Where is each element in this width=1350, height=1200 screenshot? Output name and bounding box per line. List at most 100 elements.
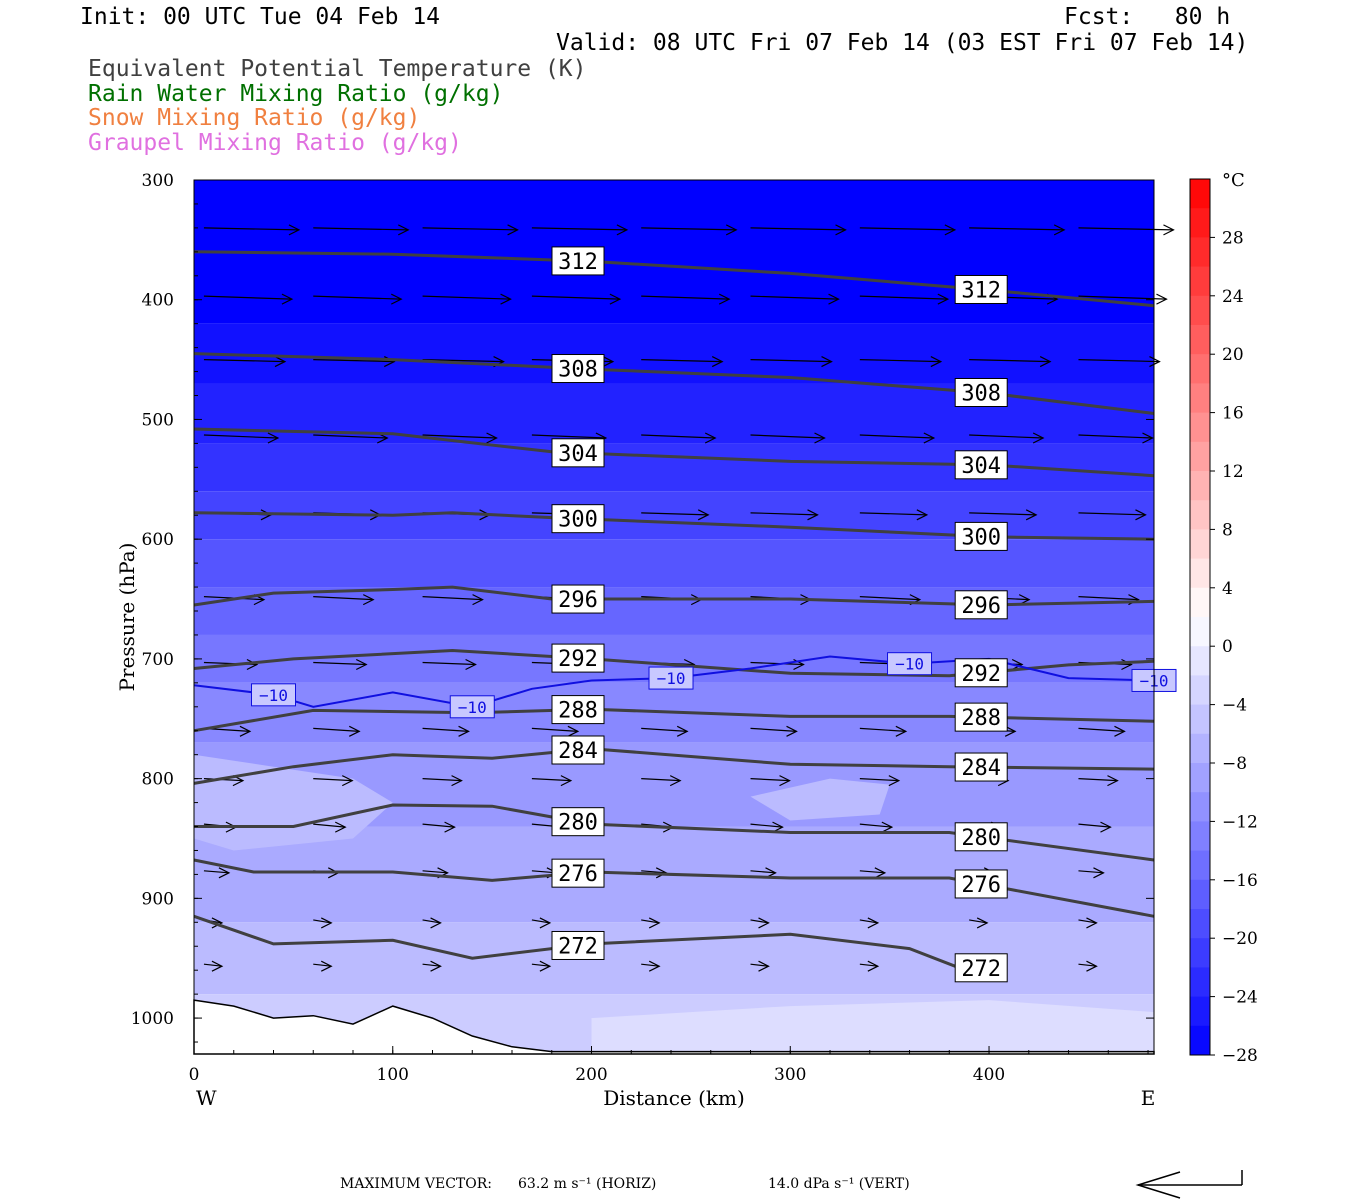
contour-label-box: [551, 807, 605, 837]
wind-vector-head: [288, 224, 301, 236]
wind-vector: [313, 919, 332, 924]
colorbar-tick-label: −28: [1222, 1046, 1258, 1066]
contour-label-284: 284: [558, 739, 598, 764]
wind-vector: [859, 963, 878, 967]
colorbar-swatch: [1190, 675, 1210, 706]
contour-label-box: [954, 658, 1008, 688]
reference-vector-icon: [1135, 1170, 1243, 1199]
y-tick-label: 900: [142, 889, 174, 909]
contour-label-box: [551, 354, 605, 384]
colorbar-swatch: [1190, 821, 1210, 852]
theta-e-contour-276: [193, 858, 1155, 918]
wind-vector: [203, 358, 285, 363]
wind-vector: [531, 919, 550, 924]
wind-vector-head: [390, 293, 403, 305]
wind-vector: [313, 727, 360, 732]
contour-label-300: 300: [961, 525, 1001, 550]
wind-vector-head: [539, 960, 552, 972]
contour-label-box: [551, 735, 605, 765]
contour-label-box: [954, 450, 1008, 480]
wind-vector: [641, 727, 688, 732]
wind-vector: [641, 870, 667, 874]
colorbar-swatch: [1190, 471, 1210, 501]
wind-vector-head: [648, 960, 661, 972]
colorbar-tick-label: −12: [1222, 812, 1258, 832]
contour-label-box: [954, 274, 1008, 304]
colorbar-swatch: [1190, 646, 1210, 676]
wind-vector-head: [1100, 821, 1112, 833]
wind-vector: [203, 227, 299, 231]
x-tick-label: 0: [189, 1065, 200, 1085]
colorbar-swatch: [1190, 617, 1210, 647]
wind-vector: [750, 358, 832, 363]
colorbar-swatch: [1190, 412, 1210, 443]
wind-vector: [422, 434, 497, 439]
theta-e-contour-292: [193, 648, 1155, 678]
wind-vector: [750, 727, 797, 732]
theta-e-contour-284: [193, 747, 1155, 785]
temp-band: [194, 383, 1154, 444]
wind-vector: [641, 434, 716, 439]
wind-vector-head: [1039, 356, 1052, 368]
wind-vector-head: [451, 775, 463, 787]
wind-vector: [969, 227, 1065, 231]
wind-vector: [531, 434, 606, 439]
wind-vector-head: [1163, 224, 1175, 236]
wind-vector-head: [867, 917, 880, 929]
wind-vector: [750, 227, 846, 231]
contour-label-300: 300: [558, 508, 598, 533]
colorbar-tick-label: −16: [1222, 871, 1258, 891]
temp-label--10: −10: [657, 669, 686, 688]
wind-vector: [422, 919, 441, 924]
wind-vector-head: [676, 725, 689, 737]
wind-vector: [1078, 870, 1104, 874]
wind-vector: [313, 358, 395, 363]
wind-vector: [313, 295, 402, 300]
contour-label-276: 276: [961, 873, 1001, 898]
wind-vector-head: [246, 658, 259, 671]
wind-vector-head: [1004, 725, 1017, 737]
wind-vector-head: [1053, 224, 1066, 236]
contour-label-box: [551, 643, 605, 673]
colorbar-swatch: [1190, 208, 1210, 238]
wind-vector-head: [239, 725, 252, 737]
contour-label-276: 276: [558, 862, 598, 887]
wind-vector: [1078, 358, 1160, 363]
wind-vector: [531, 963, 550, 967]
wind-vector-head: [472, 594, 484, 606]
temp-band: [194, 922, 1154, 995]
colorbar-swatch: [1190, 733, 1210, 764]
theta-e-contour-304: [193, 427, 1155, 478]
colorbar-tick-label: −8: [1222, 754, 1247, 774]
colorbar-swatch: [1190, 996, 1210, 1027]
wind-vector: [313, 596, 374, 601]
wind-vector: [313, 227, 409, 231]
temp-band: [194, 180, 1154, 324]
wind-vector-head: [1093, 867, 1105, 879]
wind-vector: [1078, 963, 1097, 967]
colorbar-swatch: [1190, 295, 1210, 326]
wind-vector: [859, 596, 920, 601]
valid-time: Valid: 08 UTC Fri 07 Feb 14 (03 EST Fri …: [556, 30, 1249, 56]
wind-vector: [422, 358, 504, 363]
colorbar-tick-label: 16: [1222, 404, 1244, 424]
contour-label-304: 304: [961, 454, 1001, 479]
wind-vector: [1078, 778, 1118, 782]
contour-label-292: 292: [961, 662, 1001, 687]
wind-vector: [1078, 227, 1174, 231]
temp-pocket: [591, 1000, 1154, 1054]
wind-vector-head: [718, 293, 731, 305]
wind-vector: [641, 295, 730, 300]
wind-vector: [859, 227, 955, 231]
wind-vector: [1078, 295, 1167, 300]
colorbar-tick-label: 20: [1222, 345, 1244, 365]
theta-e-contour-312: [193, 250, 1155, 308]
colorbar-swatch: [1190, 792, 1210, 822]
contour-label-292: 292: [558, 647, 598, 672]
wind-vector: [859, 512, 927, 516]
contour-label-box: [551, 858, 605, 888]
wind-vector-head: [697, 509, 710, 521]
wind-vector: [750, 919, 769, 924]
wind-vector-head: [930, 356, 943, 368]
